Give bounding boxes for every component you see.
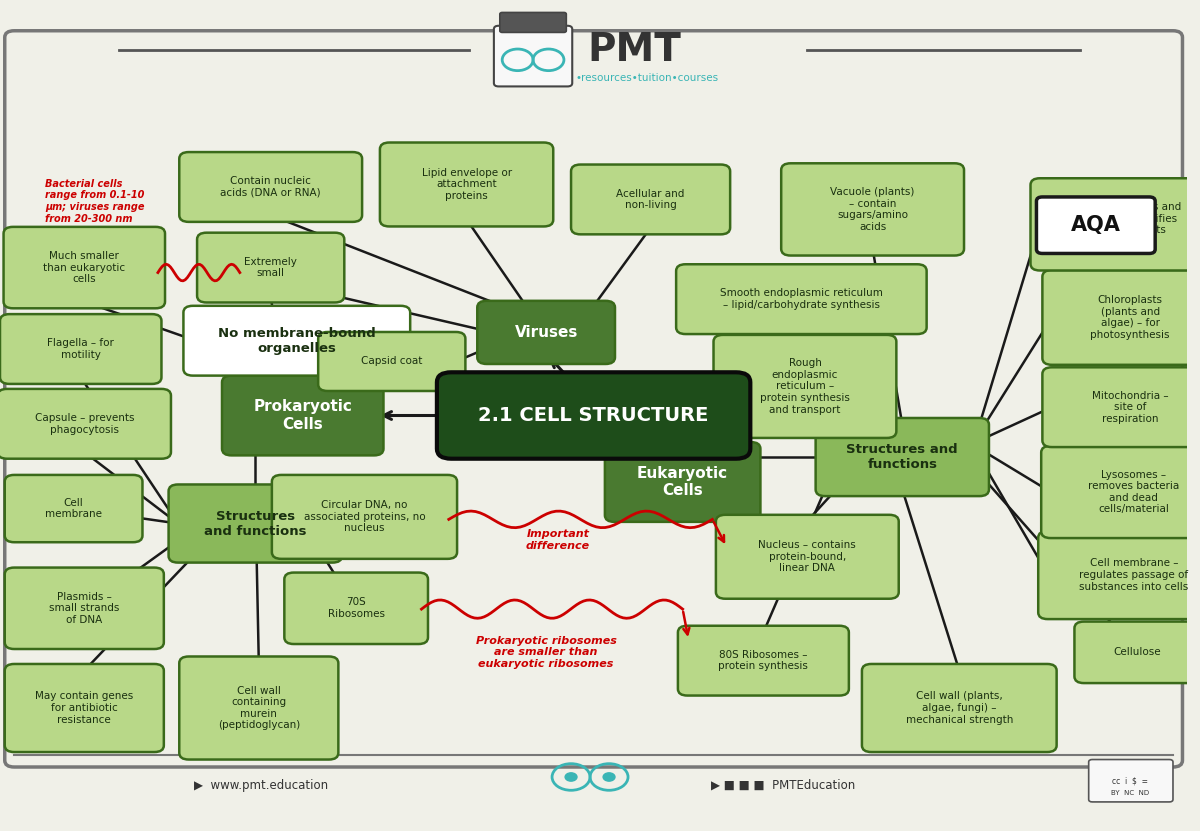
Text: 2.1 CELL STRUCTURE: 2.1 CELL STRUCTURE <box>479 406 709 425</box>
Text: Acellular and
non-living: Acellular and non-living <box>617 189 685 210</box>
FancyBboxPatch shape <box>179 152 362 222</box>
Text: Bacterial cells
range from 0.1-10
μm; viruses range
from 20-300 nm: Bacterial cells range from 0.1-10 μm; vi… <box>46 179 145 224</box>
FancyBboxPatch shape <box>1042 445 1200 538</box>
Text: PMT: PMT <box>588 31 682 69</box>
Circle shape <box>565 773 577 781</box>
FancyBboxPatch shape <box>5 31 1182 767</box>
FancyBboxPatch shape <box>478 301 614 364</box>
Text: Plasmids –
small strands
of DNA: Plasmids – small strands of DNA <box>49 592 120 625</box>
Text: Circular DNA, no
associated proteins, no
nucleus: Circular DNA, no associated proteins, no… <box>304 500 425 534</box>
FancyBboxPatch shape <box>571 165 730 234</box>
Circle shape <box>604 773 614 781</box>
FancyBboxPatch shape <box>714 335 896 438</box>
FancyBboxPatch shape <box>1088 760 1172 802</box>
Text: cc  i  $  =: cc i $ = <box>1112 777 1148 785</box>
Text: Cellulose: Cellulose <box>1114 647 1162 657</box>
Text: Cell
membrane: Cell membrane <box>46 498 102 519</box>
FancyBboxPatch shape <box>1037 197 1156 253</box>
FancyBboxPatch shape <box>781 163 964 256</box>
Text: Cell wall
containing
murein
(peptidoglycan): Cell wall containing murein (peptidoglyc… <box>217 686 300 730</box>
Text: ▶ ■ ■ ■  PMTEducation: ▶ ■ ■ ■ PMTEducation <box>712 779 856 792</box>
Text: Lipid envelope or
attachment
proteins: Lipid envelope or attachment proteins <box>421 168 511 201</box>
FancyBboxPatch shape <box>284 573 428 644</box>
FancyBboxPatch shape <box>197 233 344 302</box>
Text: ▶  www.pmt.education: ▶ www.pmt.education <box>194 779 329 792</box>
FancyBboxPatch shape <box>437 372 750 459</box>
Text: Structures
and functions: Structures and functions <box>204 509 306 538</box>
FancyBboxPatch shape <box>816 418 989 496</box>
Text: 80S Ribosomes –
protein synthesis: 80S Ribosomes – protein synthesis <box>719 650 809 671</box>
Text: Capsid coat: Capsid coat <box>361 356 422 366</box>
FancyBboxPatch shape <box>678 626 848 696</box>
Text: Rough
endoplasmic
reticulum –
protein synthesis
and transport: Rough endoplasmic reticulum – protein sy… <box>760 358 850 415</box>
FancyBboxPatch shape <box>184 306 410 376</box>
FancyBboxPatch shape <box>179 656 338 760</box>
Text: Prokaryotic ribosomes
are smaller than
eukaryotic ribosomes: Prokaryotic ribosomes are smaller than e… <box>475 636 617 669</box>
FancyBboxPatch shape <box>1038 531 1200 619</box>
Text: Golgi apparatus and
vesicles – modifies
and transports
molecules: Golgi apparatus and vesicles – modifies … <box>1075 202 1181 247</box>
Text: Much smaller
than eukaryotic
cells: Much smaller than eukaryotic cells <box>43 251 125 284</box>
Text: No membrane-bound
organelles: No membrane-bound organelles <box>218 327 376 355</box>
FancyBboxPatch shape <box>5 475 143 542</box>
Text: Contain nucleic
acids (DNA or RNA): Contain nucleic acids (DNA or RNA) <box>221 176 320 198</box>
FancyBboxPatch shape <box>862 664 1057 752</box>
Text: Extremely
small: Extremely small <box>245 257 298 278</box>
FancyBboxPatch shape <box>0 314 162 384</box>
FancyBboxPatch shape <box>605 442 761 522</box>
FancyBboxPatch shape <box>168 484 342 563</box>
FancyBboxPatch shape <box>222 376 384 455</box>
FancyBboxPatch shape <box>272 475 457 558</box>
FancyBboxPatch shape <box>716 514 899 598</box>
FancyBboxPatch shape <box>500 12 566 32</box>
FancyBboxPatch shape <box>494 26 572 86</box>
Text: Smooth endoplasmic reticulum
– lipid/carbohydrate synthesis: Smooth endoplasmic reticulum – lipid/car… <box>720 288 883 310</box>
Text: Cell membrane –
regulates passage of
substances into cells: Cell membrane – regulates passage of sub… <box>1079 558 1188 592</box>
Text: Eukaryotic
Cells: Eukaryotic Cells <box>637 466 728 498</box>
FancyBboxPatch shape <box>380 142 553 226</box>
Text: Chloroplasts
(plants and
algae) – for
photosynthesis: Chloroplasts (plants and algae) – for ph… <box>1091 295 1170 340</box>
Text: Structures and
functions: Structures and functions <box>846 443 958 471</box>
Text: May contain genes
for antibiotic
resistance: May contain genes for antibiotic resista… <box>35 691 133 725</box>
FancyBboxPatch shape <box>5 568 164 649</box>
Text: Vacuole (plants)
– contain
sugars/amino
acids: Vacuole (plants) – contain sugars/amino … <box>830 187 914 232</box>
Text: Lysosomes –
removes bacteria
and dead
cells/material: Lysosomes – removes bacteria and dead ce… <box>1088 470 1180 514</box>
Text: Prokaryotic
Cells: Prokaryotic Cells <box>253 400 352 431</box>
Text: Capsule – prevents
phagocytosis: Capsule – prevents phagocytosis <box>35 413 134 435</box>
FancyBboxPatch shape <box>676 264 926 334</box>
Text: Flagella – for
motility: Flagella – for motility <box>47 338 114 360</box>
Text: Mitochondria –
site of
respiration: Mitochondria – site of respiration <box>1092 391 1169 424</box>
Text: BY  NC  ND: BY NC ND <box>1111 789 1150 796</box>
Text: AQA: AQA <box>1070 215 1121 235</box>
FancyBboxPatch shape <box>0 389 170 459</box>
FancyBboxPatch shape <box>1043 367 1200 447</box>
Text: Important
difference: Important difference <box>526 529 590 551</box>
FancyBboxPatch shape <box>1031 179 1200 271</box>
Text: Viruses: Viruses <box>515 325 578 340</box>
FancyBboxPatch shape <box>1043 270 1200 365</box>
Text: 70S
Ribosomes: 70S Ribosomes <box>328 597 385 619</box>
FancyBboxPatch shape <box>318 332 466 391</box>
FancyBboxPatch shape <box>5 664 164 752</box>
Text: Cell wall (plants,
algae, fungi) –
mechanical strength: Cell wall (plants, algae, fungi) – mecha… <box>906 691 1013 725</box>
Text: •resources•tuition•courses: •resources•tuition•courses <box>576 73 719 83</box>
FancyBboxPatch shape <box>1074 622 1200 683</box>
FancyBboxPatch shape <box>4 227 166 308</box>
Text: Nucleus – contains
protein-bound,
linear DNA: Nucleus – contains protein-bound, linear… <box>758 540 856 573</box>
